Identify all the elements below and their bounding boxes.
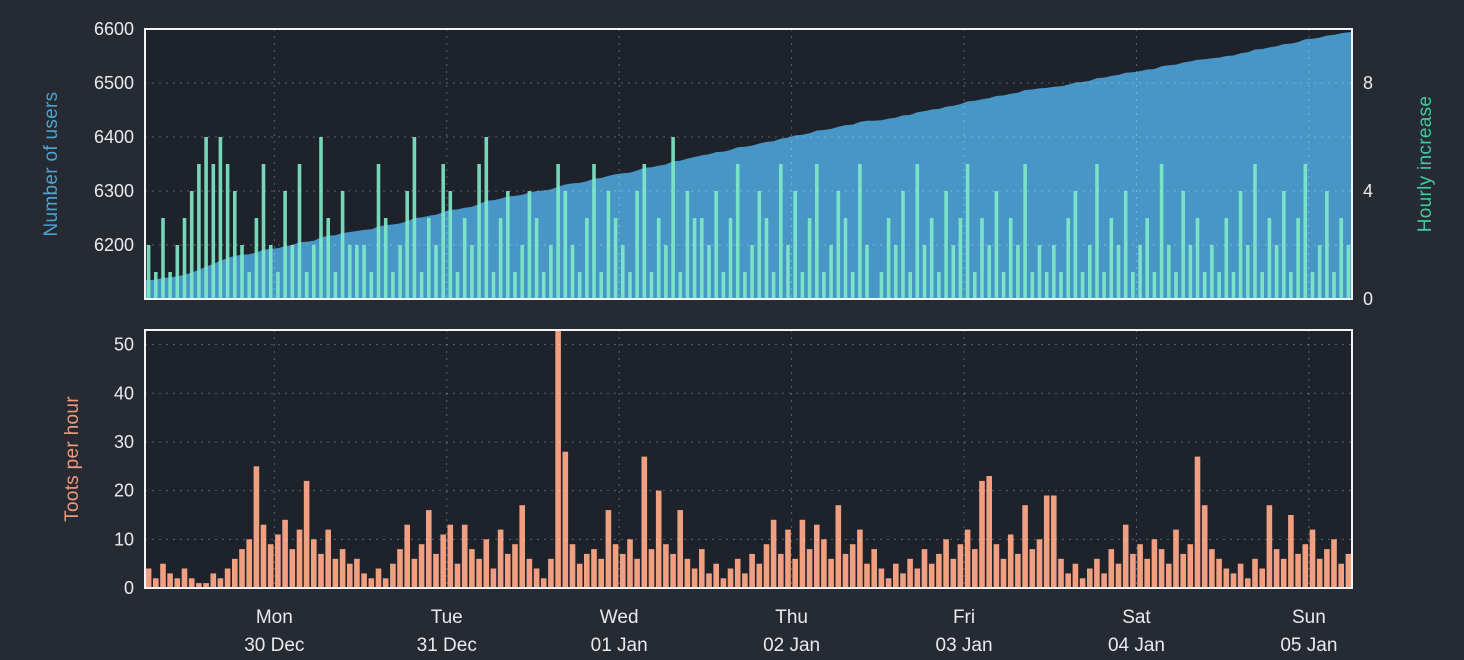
toots-plot-border [144,329,1353,589]
x-axis-date-label: 01 Jan [591,635,648,656]
x-axis-day-label: Sat [1122,607,1151,628]
toots-chart-gridlines [145,330,1352,588]
x-axis-date-label: 05 Jan [1280,635,1337,656]
toots-axis-tick-label: 30 [114,432,134,452]
toots-axis-tick-label: 20 [114,481,134,501]
increase-axis-tick-label: 8 [1363,73,1373,93]
x-axis-date-label: 02 Jan [763,635,820,656]
users-chart-gridlines [145,29,1352,299]
users-chart [144,28,1353,300]
x-axis-date-label: 31 Dec [417,635,477,656]
x-axis-day-label: Thu [775,607,808,628]
bottom-left-axis-label: Toots per hour [62,396,83,522]
toots-bars [145,330,1352,588]
x-axis-day-label: Wed [600,607,639,628]
top-left-axis-label: Number of users [41,92,62,237]
hourly-increase-bars [146,137,1351,299]
users-axis-tick-label: 6200 [94,235,134,255]
users-axis-tick-label: 6600 [94,19,134,39]
toots-plot-background [145,330,1352,588]
x-axis-day-label: Mon [256,607,293,628]
increase-axis-tick-label: 0 [1363,289,1373,309]
toots-axis-tick-label: 40 [114,383,134,403]
toots-axis-tick-label: 10 [114,529,134,549]
x-axis-date-label: 30 Dec [244,635,304,656]
toots-axis-tick-label: 0 [124,578,134,598]
increase-axis-tick-label: 4 [1363,181,1373,201]
x-axis-day-label: Sun [1292,607,1326,628]
x-axis-day-label: Fri [953,607,975,628]
axes-text: 6200 6300 6400 6500 6600 0 4 8 0 10 20 30 40 50 Mon 30 … [94,19,1373,656]
toots-axis-tick-label: 50 [114,335,134,355]
users-area-series [145,32,1352,299]
x-axis-day-label: Tue [431,607,463,628]
users-plot-border [144,28,1353,300]
users-axis-tick-label: 6400 [94,127,134,147]
users-axis-tick-label: 6500 [94,73,134,93]
users-axis-tick-label: 6300 [94,181,134,201]
top-right-axis-label: Hourly increase [1415,96,1436,233]
x-axis-date-label: 03 Jan [936,635,993,656]
toots-chart [144,329,1353,589]
x-axis-date-label: 04 Jan [1108,635,1165,656]
